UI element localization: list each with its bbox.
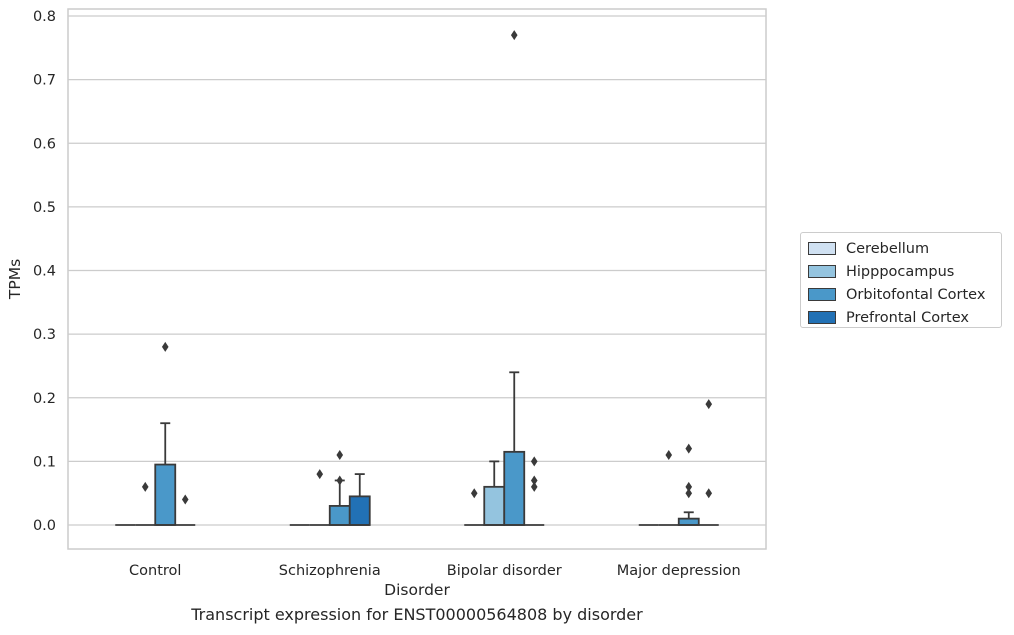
legend-swatch — [808, 265, 836, 278]
y-tick-label: 0.8 — [33, 9, 56, 25]
box — [483, 485, 506, 526]
y-tick-label: 0.7 — [33, 73, 56, 89]
legend: Cerebellum Hipppocampus Orbitofontal Cor… — [800, 232, 1002, 328]
x-axis-label: Disorder — [384, 581, 450, 599]
box — [503, 450, 526, 526]
legend-item: Orbitofontal Cortex — [808, 283, 1001, 306]
legend-item: Prefrontal Cortex — [808, 306, 1001, 329]
outlier-point — [181, 494, 189, 505]
x-tick-label: Major depression — [617, 563, 741, 579]
chart-caption: Transcript expression for ENST0000056480… — [191, 605, 643, 624]
y-tick-label: 0.0 — [33, 518, 56, 534]
legend-label: Cerebellum — [846, 240, 930, 257]
outlier-point — [665, 450, 673, 461]
y-axis-label: TPMs — [6, 259, 24, 300]
outlier-point — [530, 456, 538, 467]
outlier-point — [161, 341, 169, 352]
y-tick-label: 0.2 — [33, 391, 56, 407]
outlier-point — [685, 488, 693, 499]
outlier-point — [141, 481, 149, 492]
plot-frame — [67, 8, 767, 550]
outlier-point — [530, 475, 538, 486]
outlier-point — [530, 481, 538, 492]
legend-swatch — [808, 242, 836, 255]
outlier-point — [685, 481, 693, 492]
legend-label: Hipppocampus — [846, 263, 955, 280]
y-tick-label: 0.5 — [33, 200, 56, 216]
outlier-point — [336, 450, 344, 461]
outlier-point — [470, 488, 478, 499]
x-tick-label: Schizophrenia — [279, 563, 381, 579]
y-tick-label: 0.1 — [33, 454, 56, 470]
legend-swatch — [808, 288, 836, 301]
box — [677, 517, 700, 526]
legend-label: Orbitofontal Cortex — [846, 286, 986, 303]
legend-item: Cerebellum — [808, 237, 1001, 260]
x-tick-label: Control — [129, 563, 181, 579]
outlier-point — [510, 30, 518, 41]
y-tick-label: 0.4 — [33, 264, 56, 280]
x-tick-label: Bipolar disorder — [447, 563, 562, 579]
box — [154, 463, 177, 526]
y-tick-label: 0.6 — [33, 136, 56, 152]
outlier-point — [705, 399, 713, 410]
outlier-point — [705, 488, 713, 499]
outlier-point — [336, 475, 344, 486]
outlier-point — [685, 443, 693, 454]
box — [348, 495, 371, 526]
legend-item: Hipppocampus — [808, 260, 1001, 283]
outlier-point — [316, 469, 324, 480]
box — [328, 505, 351, 526]
legend-swatch — [808, 311, 836, 324]
legend-label: Prefrontal Cortex — [846, 309, 969, 326]
y-tick-label: 0.3 — [33, 327, 56, 343]
